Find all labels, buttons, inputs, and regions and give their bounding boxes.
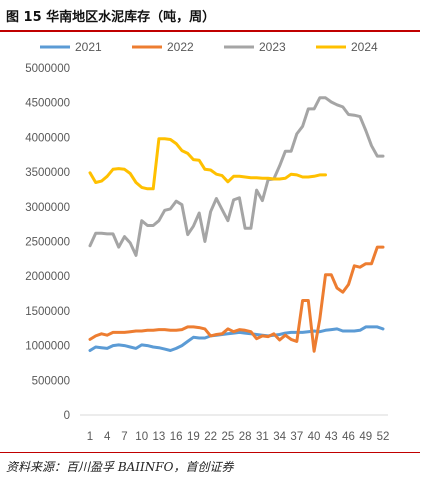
legend-label-2021: 2021 — [75, 40, 102, 54]
y-tick-label: 3000000 — [25, 202, 70, 214]
legend: 2021 2022 2023 2024 — [40, 40, 378, 54]
x-tick-label: 49 — [359, 431, 372, 443]
x-tick-label: 13 — [153, 431, 166, 443]
x-tick-label: 4 — [104, 431, 111, 443]
series-line-2023 — [88, 96, 385, 257]
x-tick-label: 52 — [377, 431, 390, 443]
x-tick-label: 46 — [342, 431, 355, 443]
series-line-2022 — [88, 245, 385, 353]
y-tick-label: 4500000 — [25, 98, 70, 110]
x-tick-label: 10 — [135, 431, 148, 443]
legend-label-2022: 2022 — [167, 40, 194, 54]
x-tick-label: 34 — [273, 431, 286, 443]
y-tick-label: 1000000 — [25, 341, 70, 353]
top-rule — [0, 30, 420, 32]
x-tick-label: 37 — [290, 431, 303, 443]
y-tick-label: 3500000 — [25, 167, 70, 179]
series-line-2024 — [88, 137, 327, 191]
y-tick-label: 5000000 — [25, 63, 70, 75]
series-lines — [88, 96, 385, 353]
x-tick-label: 1 — [87, 431, 93, 443]
y-tick-label: 500000 — [32, 375, 70, 387]
bottom-rule — [0, 452, 420, 453]
x-tick-label: 16 — [170, 431, 183, 443]
legend-label-2023: 2023 — [259, 40, 286, 54]
legend-label-2024: 2024 — [351, 40, 378, 54]
x-tick-label: 28 — [239, 431, 252, 443]
y-axis-ticks: 0 500000 1000000 1500000 2000000 2500000 30000… — [25, 63, 70, 422]
x-tick-label: 40 — [308, 431, 321, 443]
x-tick-label: 19 — [187, 431, 200, 443]
y-tick-label: 1500000 — [25, 306, 70, 318]
source-note: 资料来源：百川盈孚 BAIINFO，首创证券 — [6, 460, 234, 474]
y-tick-label: 2500000 — [25, 237, 70, 249]
y-tick-label: 0 — [64, 410, 70, 422]
x-tick-label: 31 — [256, 431, 269, 443]
figure-title: 图 15 华南地区水泥库存（吨，周） — [6, 10, 216, 25]
y-tick-label: 2000000 — [25, 271, 70, 283]
series-line-2021 — [88, 325, 385, 352]
x-axis-ticks: 1 4 7 10 13 16 19 22 25 28 31 34 37 40 43 46 49 52 — [87, 431, 390, 443]
x-tick-label: 25 — [221, 431, 234, 443]
x-tick-label: 7 — [121, 431, 127, 443]
y-tick-label: 4000000 — [25, 132, 70, 144]
x-tick-label: 43 — [325, 431, 338, 443]
x-tick-label: 22 — [204, 431, 217, 443]
